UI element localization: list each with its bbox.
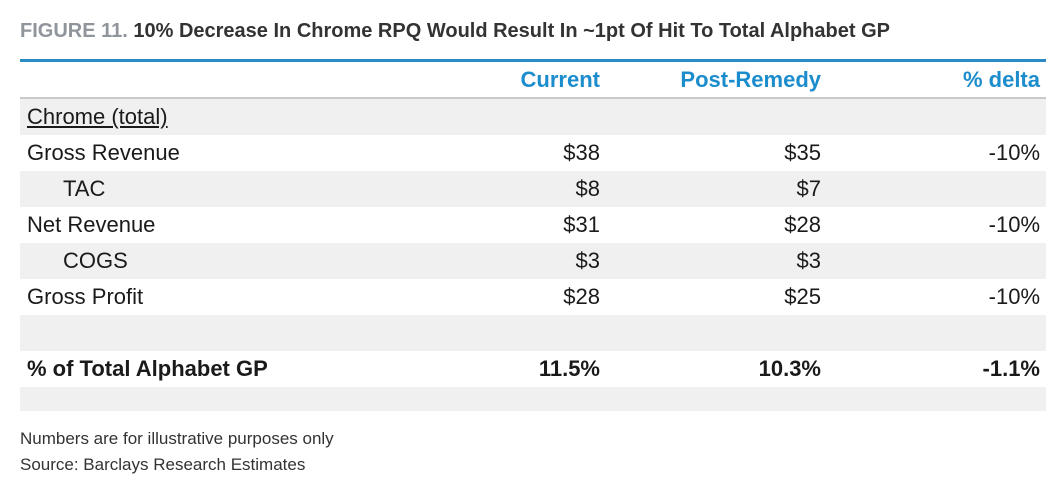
row-label: Gross Revenue [27,140,180,165]
row-current: $8 [575,176,600,201]
row-label: Chrome (total) [20,104,400,130]
row-delta: -10% [988,212,1040,237]
row-label: COGS [63,248,128,273]
table-row-spacer [20,315,1046,351]
table-row-footer-spacer [20,387,1046,411]
row-post-remedy: $25 [784,284,821,309]
row-current: 11.5% [538,356,600,381]
row-post-remedy: $35 [784,140,821,165]
row-delta: -10% [988,140,1040,165]
row-delta: -1.1% [982,356,1040,381]
row-label: Gross Profit [27,284,144,309]
row-post-remedy: $28 [784,212,821,237]
header-current: Current [520,66,600,92]
row-post-remedy: $7 [796,176,821,201]
row-label: Net Revenue [27,212,156,237]
footnotes: Numbers are for illustrative purposes on… [20,426,334,478]
table-row-net-revenue: Net Revenue $31 $28 -10% [20,207,1046,243]
row-delta: -10% [988,284,1040,309]
row-label: TAC [63,176,106,201]
row-post-remedy: $3 [796,248,821,273]
header-post-remedy: Post-Remedy [680,66,821,92]
table-row-gross-profit: Gross Profit $28 $25 -10% [20,279,1046,315]
illustrative-note: Numbers are for illustrative purposes on… [20,429,334,448]
table-row-total-gp: % of Total Alphabet GP 11.5% 10.3% -1.1% [20,351,1046,387]
row-label: % of Total Alphabet GP [27,356,268,381]
figure-heading: 10% Decrease In Chrome RPQ Would Result … [133,20,890,42]
table-row-cogs: COGS $3 $3 [20,243,1046,279]
row-post-remedy: 10.3% [758,356,821,381]
figure-title: FIGURE 11. 10% Decrease In Chrome RPQ Wo… [20,20,890,43]
figure-label: FIGURE 11. [20,20,128,42]
row-current: $38 [563,140,600,165]
table-header-row: Current Post-Remedy % delta [20,62,1046,99]
source-note: Source: Barclays Research Estimates [20,455,306,474]
table-row-chrome-total: Chrome (total) [20,99,1046,135]
data-table: Current Post-Remedy % delta Chrome (tota… [20,59,1046,411]
row-current: $31 [563,212,600,237]
table-row-gross-revenue: Gross Revenue $38 $35 -10% [20,135,1046,171]
header-delta: % delta [962,66,1040,92]
table-row-tac: TAC $8 $7 [20,171,1046,207]
row-label-text: Chrome (total) [27,104,168,129]
row-current: $28 [563,284,600,309]
row-current: $3 [575,248,600,273]
